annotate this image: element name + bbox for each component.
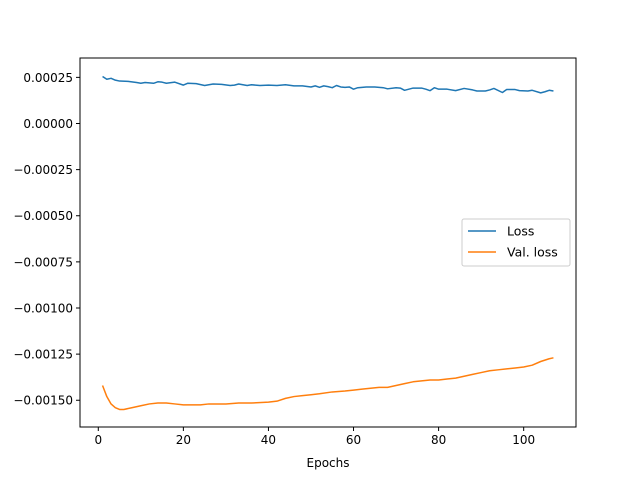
x-tick-label: 20: [176, 433, 191, 447]
x-tick-label: 100: [512, 433, 535, 447]
x-tick-label: 40: [261, 433, 276, 447]
y-tick-label: −0.00075: [13, 255, 73, 269]
y-tick-label: −0.00025: [13, 163, 73, 177]
series-line-val-loss: [101, 357, 554, 411]
x-axis: 0 20 40 60 80 100: [94, 427, 535, 447]
y-tick-label: −0.00050: [13, 209, 73, 223]
series-line-loss: [102, 75, 554, 94]
axes-frame: [79, 57, 577, 428]
y-tick-label: −0.00100: [13, 301, 73, 315]
legend-label: Val. loss: [507, 245, 558, 260]
y-axis: 0.00025 0.00000 −0.00025 −0.00050 −0.00075 −0…: [13, 71, 80, 408]
y-tick-label: −0.00150: [13, 394, 73, 408]
y-tick-label: 0.00025: [23, 71, 73, 85]
legend: Loss Val. loss: [461, 218, 571, 267]
x-axis-label: Epochs: [307, 456, 350, 470]
x-tick-label: 0: [94, 433, 102, 447]
legend-label: Loss: [507, 224, 534, 239]
x-tick-label: 60: [346, 433, 361, 447]
y-tick-label: 0.00000: [23, 117, 73, 131]
x-tick-label: 80: [431, 433, 446, 447]
y-tick-label: −0.00125: [13, 348, 73, 362]
plot-lines: [101, 75, 554, 411]
